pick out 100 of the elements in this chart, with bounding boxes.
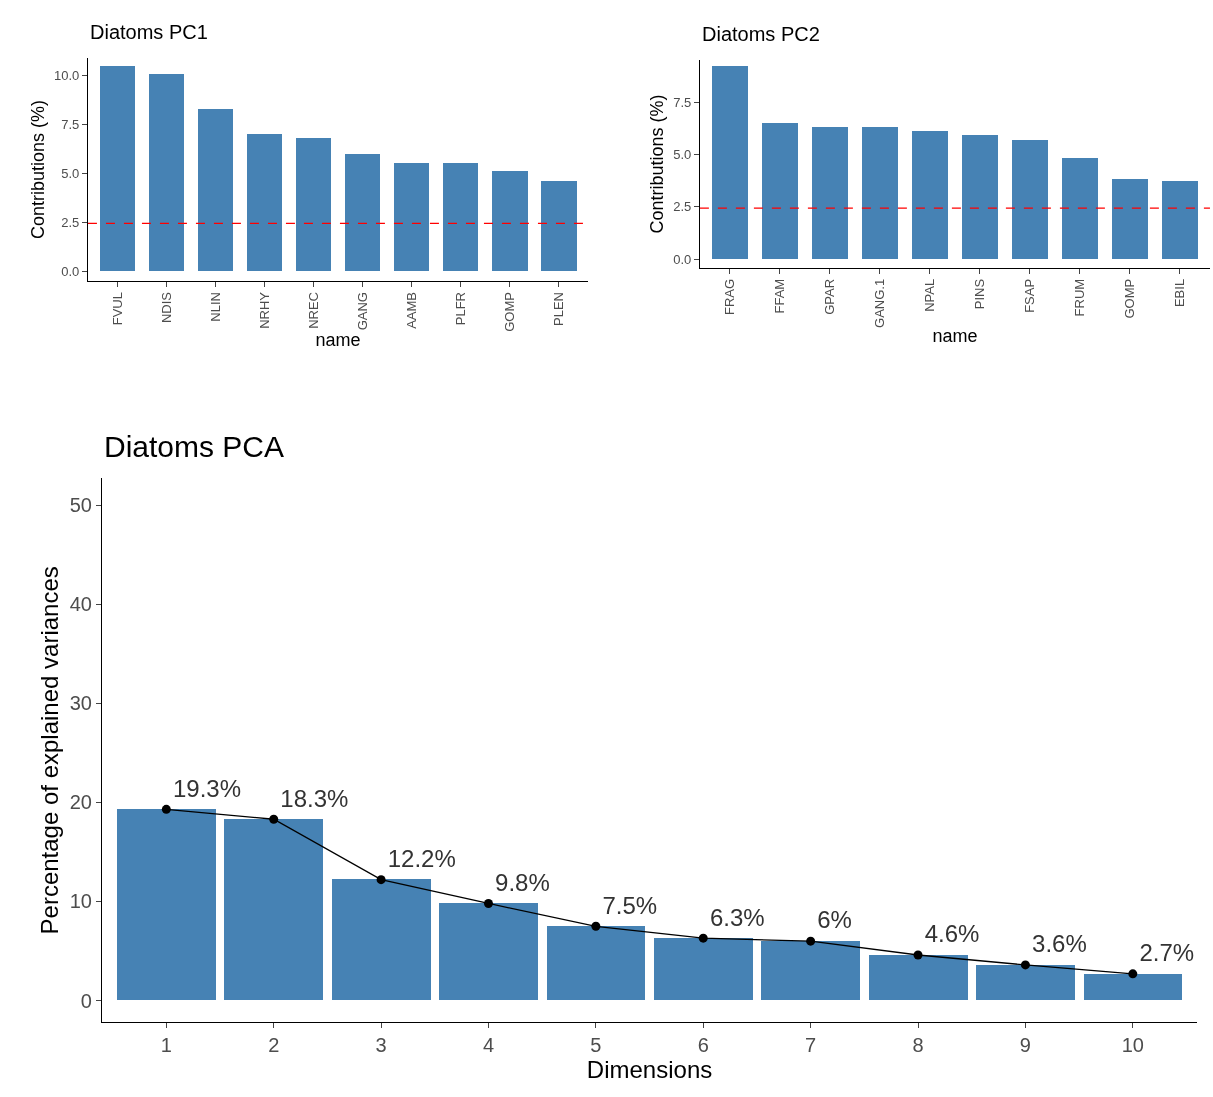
x-tick-label: NLIN bbox=[207, 292, 223, 322]
x-tick-label: NDIS bbox=[158, 291, 174, 324]
x-tick-label: 8 bbox=[912, 1034, 924, 1057]
x-tick-label: 1 bbox=[160, 1034, 172, 1057]
bar bbox=[1111, 179, 1148, 260]
bar bbox=[344, 154, 380, 272]
bar bbox=[442, 163, 478, 272]
y-tick-label: 40 bbox=[69, 593, 92, 616]
y-tick-label: 10.0 bbox=[54, 68, 80, 84]
y-axis-title: Percentage of explained variances bbox=[35, 566, 63, 935]
x-tick-label: NPAL bbox=[922, 278, 938, 312]
data-label: 9.8% bbox=[495, 868, 550, 896]
x-tick-label: GPAR bbox=[822, 278, 838, 315]
data-label: 2.7% bbox=[1139, 939, 1195, 967]
y-tick-label: 0.0 bbox=[61, 263, 80, 279]
bar bbox=[1161, 181, 1198, 260]
data-label: 19.3% bbox=[172, 774, 242, 802]
x-tick-label: FSAP bbox=[1022, 278, 1038, 313]
x-tick-label: 7 bbox=[805, 1034, 817, 1057]
x-tick-label: GOMP bbox=[502, 292, 518, 332]
bar bbox=[331, 879, 431, 1001]
x-axis-title: name bbox=[932, 326, 978, 347]
x-tick-label: GOMP bbox=[1122, 278, 1138, 319]
bar bbox=[246, 134, 282, 272]
bar bbox=[438, 903, 538, 1001]
point bbox=[591, 921, 601, 931]
point bbox=[913, 950, 923, 960]
bar bbox=[546, 926, 645, 1001]
y-tick-label: 7.5 bbox=[61, 117, 80, 133]
x-tick-label: 5 bbox=[590, 1034, 602, 1057]
bar bbox=[1011, 140, 1048, 260]
bar bbox=[491, 171, 528, 272]
bar bbox=[1061, 158, 1098, 260]
data-label: 6% bbox=[817, 906, 852, 934]
point bbox=[376, 875, 386, 885]
bar bbox=[811, 127, 848, 260]
bar bbox=[148, 74, 184, 272]
bar bbox=[223, 819, 323, 1001]
x-tick-label: FVUL bbox=[109, 292, 125, 326]
y-tick-label: 0.0 bbox=[673, 251, 692, 267]
y-tick-label: 5.0 bbox=[61, 165, 80, 181]
x-tick-label: 6 bbox=[697, 1034, 709, 1057]
point bbox=[161, 804, 171, 814]
y-tick-label: 20 bbox=[69, 791, 92, 814]
bar bbox=[295, 138, 331, 272]
data-label: 7.5% bbox=[602, 891, 658, 919]
x-tick-label: 2 bbox=[268, 1034, 280, 1057]
data-label: 3.6% bbox=[1032, 930, 1087, 958]
x-tick-label: PLEN bbox=[551, 292, 567, 326]
bar bbox=[711, 66, 748, 260]
x-tick-label: NREC bbox=[305, 292, 321, 329]
y-tick-label: 7.5 bbox=[673, 94, 692, 110]
y-tick-label: 5.0 bbox=[673, 147, 692, 163]
bar bbox=[961, 135, 998, 260]
bar bbox=[393, 163, 429, 272]
point bbox=[1020, 960, 1030, 970]
chart-title: Diatoms PC1 bbox=[90, 21, 208, 43]
y-tick-label: 50 bbox=[69, 494, 92, 517]
bar bbox=[760, 941, 860, 1001]
x-tick-label: 10 bbox=[1121, 1034, 1144, 1057]
bar bbox=[1083, 974, 1182, 1001]
point bbox=[698, 933, 708, 943]
x-tick-label: FRUM bbox=[1072, 278, 1088, 317]
x-tick-label: NRHY bbox=[256, 291, 272, 329]
x-axis-title: name bbox=[315, 330, 361, 351]
chart-title: Diatoms PC2 bbox=[702, 23, 820, 45]
y-tick-label: 30 bbox=[69, 692, 92, 715]
data-label: 12.2% bbox=[387, 845, 456, 873]
point bbox=[269, 814, 279, 824]
y-axis-title: Contributions (%) bbox=[647, 94, 668, 234]
x-tick-label: 4 bbox=[482, 1034, 495, 1057]
y-tick-label: 10 bbox=[69, 890, 92, 913]
x-tick-label: PLFR bbox=[452, 292, 468, 326]
bar bbox=[911, 131, 948, 260]
data-label: 4.6% bbox=[924, 920, 980, 948]
bar bbox=[861, 127, 898, 260]
x-tick-label: FFAM bbox=[772, 278, 788, 314]
bar bbox=[116, 809, 216, 1001]
point bbox=[1128, 969, 1138, 979]
data-label: 6.3% bbox=[709, 903, 765, 931]
chart-title: Diatoms PCA bbox=[104, 430, 285, 463]
bar bbox=[868, 955, 968, 1001]
bar bbox=[975, 965, 1075, 1001]
y-tick-label: 2.5 bbox=[673, 199, 692, 215]
x-tick-label: GANG.1 bbox=[872, 278, 888, 328]
y-axis-title: Contributions (%) bbox=[28, 99, 49, 240]
y-tick-label: 0 bbox=[80, 989, 92, 1012]
x-tick-label: FRAG bbox=[722, 278, 738, 315]
bar bbox=[197, 109, 233, 272]
x-tick-label: PINS bbox=[972, 278, 988, 310]
point bbox=[806, 936, 816, 946]
x-tick-label: EBIL bbox=[1172, 278, 1188, 308]
data-label: 18.3% bbox=[280, 784, 349, 812]
x-axis-title: Dimensions bbox=[586, 1056, 713, 1084]
bar bbox=[99, 66, 135, 272]
bar bbox=[653, 938, 753, 1001]
x-tick-label: 9 bbox=[1019, 1034, 1031, 1057]
x-tick-label: AAMB bbox=[403, 292, 419, 329]
bar bbox=[761, 123, 798, 260]
bar bbox=[540, 181, 577, 272]
